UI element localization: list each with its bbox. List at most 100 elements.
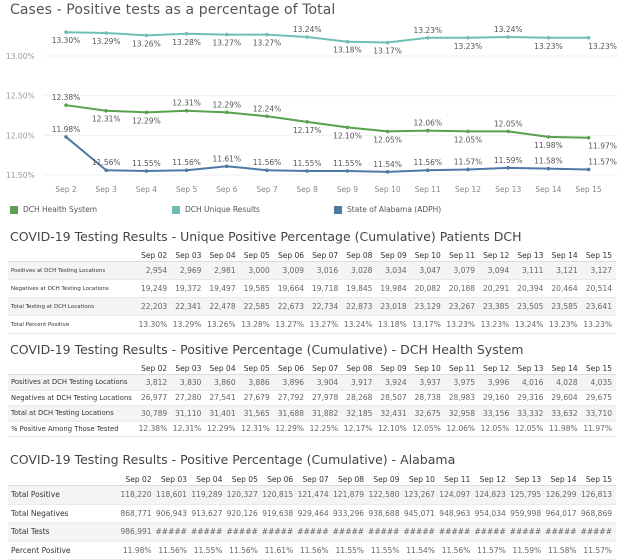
table-cell: 27,978 [308,390,343,406]
table-row: Positives at DCH Testing Locations 2,954 2… [8,261,616,280]
table-cell: 118,220 [120,485,156,505]
table-cell: 3,830 [171,374,206,391]
table-cell: 27,541 [205,390,240,406]
table-row: Total Testing at DCH Locations 22,203 22,3… [8,297,616,316]
table-cell: 12.17% [342,421,377,437]
column-header: Sep 15 [581,362,616,375]
table-cell: 23,505 [513,297,548,316]
table-cell: 906,943 [155,504,191,523]
table-cell: 968,869 [580,504,616,523]
table-cell: 3,886 [239,374,274,391]
table-cell: 3,896 [273,374,309,391]
data-point [265,168,269,173]
column-header: Sep 02 [137,249,172,262]
table-cell: 121,474 [297,485,333,505]
table-cell: 3,000 [239,261,274,280]
data-point [426,168,430,173]
series-line [65,104,589,139]
data-label: 12.29% [132,116,161,125]
data-point [184,108,189,113]
data-point [426,35,430,40]
legend-label: State of Alabama (ADPH) [347,205,442,214]
data-label: 11.55% [132,159,161,168]
data-point [144,33,149,38]
data-point [265,114,269,119]
table-title-alabama: COVID-19 Testing Results - Positive Perc… [10,452,456,467]
table-header-row: Sep 02 Sep 03 Sep 04 Sep 05 Sep 06 Sep 07 Sep … [8,473,616,486]
table-cell: 986,991 [120,522,156,542]
data-point [385,40,390,45]
table-cell: 12.29% [273,421,309,437]
data-point [184,31,189,36]
data-label: 12.31% [92,115,121,124]
table-cell: 120,815 [261,485,298,505]
table-cell: 28,268 [342,390,377,406]
x-tick-label: Sep 4 [136,185,158,194]
data-point [546,166,551,171]
data-label: 13.27% [212,39,241,48]
data-point [546,135,551,139]
table-cell: 20,394 [513,279,548,298]
table-cell: ##### [438,522,475,542]
data-label: 13.23% [588,42,617,51]
table-cell: 3,111 [513,261,548,280]
table-cell: 27,679 [239,390,274,406]
data-point [345,125,350,130]
table-cell: 11.56% [226,541,262,560]
data-point [225,164,229,169]
data-point [586,167,591,172]
x-tick-label: Sep 13 [495,185,521,194]
data-label: 11.97% [588,142,617,151]
table-cell: 33,156 [479,405,514,422]
legend-item-state-of-alabama[interactable]: State of Alabama (ADPH) [334,205,441,214]
data-point [345,169,350,173]
column-header: Sep 09 [368,473,404,486]
table-dch-health-system: Sep 02 Sep 03 Sep 04 Sep 05 Sep 06 Sep 07 Sep … [8,362,616,437]
table-cell: 20,291 [479,279,514,298]
table-row: Positives at DCH Testing Locations 3,812 3… [8,374,616,391]
table-cell: 11.55% [368,541,404,560]
table-cell: ##### [190,522,227,542]
table-cell: 13.18% [376,315,411,334]
table-cell: 11.59% [509,541,546,560]
table-cell: 3,047 [410,261,445,280]
table-cell: 29,160 [479,390,514,406]
row-label: Negatives at DCH Testing Locations [8,390,137,406]
table-cell: 3,016 [308,261,343,280]
data-point [305,169,310,173]
table-cell: 123,267 [403,485,439,505]
table-alabama: Sep 02 Sep 03 Sep 04 Sep 05 Sep 06 Sep 07 Sep … [8,473,616,560]
table-cell: 11.97% [581,421,616,437]
table-cell: 19,718 [308,279,343,298]
data-point [546,35,551,40]
legend-item-dch-unique-results[interactable]: DCH Unique Results [172,205,260,214]
x-tick-label: Sep 10 [375,185,401,194]
table-cell: 13.26% [205,315,240,334]
table-cell: ##### [474,522,510,542]
data-point [144,110,149,115]
table-cell: 2,981 [205,261,240,280]
x-tick-label: Sep 6 [216,185,238,194]
legend-item-dch-health-system[interactable]: DCH Health System [10,205,97,214]
table-cell: 12.05% [479,421,514,437]
table-row: % Positive Among Those Tested 12.38% 12.31… [8,421,616,437]
table-cell: 954,034 [474,504,510,523]
legend-swatch [334,205,342,214]
table-cell: 13.27% [273,315,309,334]
data-label: 13.23% [534,42,563,51]
table-cell: 3,009 [273,261,309,280]
table-cell: 4,035 [581,374,616,391]
data-label: 13.24% [494,25,523,34]
column-header: Sep 07 [297,473,333,486]
table-cell: 19,585 [239,279,274,298]
data-point [64,103,68,107]
table-cell: 913,627 [190,504,227,523]
table-cell: 13.23% [444,315,480,334]
column-header: Sep 06 [261,473,298,486]
table-cell: 3,094 [479,261,514,280]
table-cell: 3,028 [342,261,377,280]
table-row: Total Negatives 868,771 906,943 913,627 920,… [8,504,616,523]
table-cell: 12.25% [308,421,343,437]
data-point [426,128,430,133]
table-cell: 12.31% [239,421,274,437]
